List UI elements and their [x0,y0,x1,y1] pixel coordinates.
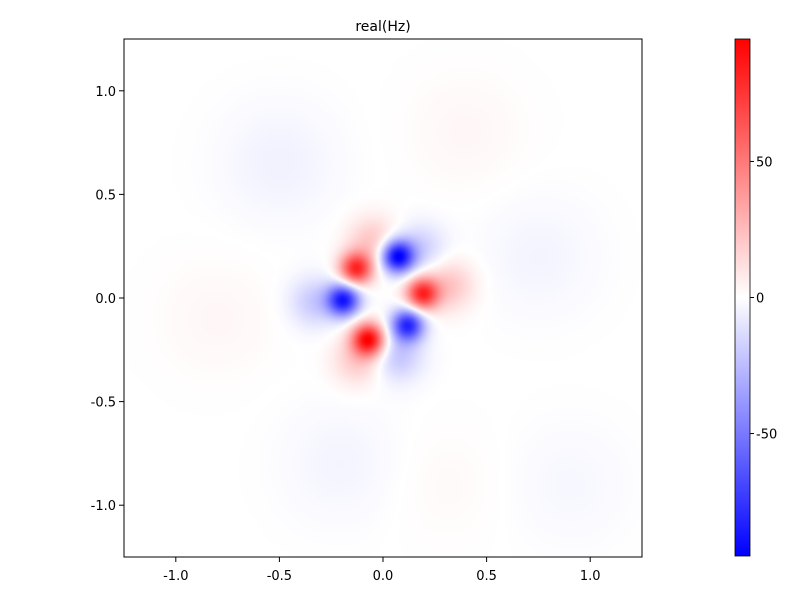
x-tick-label: -1.0 [163,569,188,584]
x-axis: -1.0 -0.5 0.0 0.5 1.0 [163,557,601,584]
y-tick-label: -0.5 [91,396,116,411]
colorbar-ticks: 50 0 -50 [750,155,777,443]
colorbar-tick-label: 50 [756,155,773,170]
colorbar-gradient [735,39,750,556]
x-tick-label: 1.0 [580,569,601,584]
colorbar-tick-label: -50 [756,428,777,443]
colorbar: 50 0 -50 [734,38,777,557]
y-tick-label: 1.0 [95,85,116,100]
chart-title: real(Hz) [355,19,410,35]
plot-area [123,38,643,558]
x-tick-label: 0.5 [476,569,497,584]
colorbar-tick-label: 0 [756,292,764,307]
y-tick-label: 0.5 [95,188,116,203]
y-tick-label: -1.0 [91,499,116,514]
x-tick-label: 0.0 [373,569,394,584]
y-axis: 1.0 0.5 0.0 -0.5 -1.0 [91,85,124,514]
heatmap-image [124,39,642,557]
y-tick-label: 0.0 [95,292,116,307]
x-tick-label: -0.5 [267,569,292,584]
